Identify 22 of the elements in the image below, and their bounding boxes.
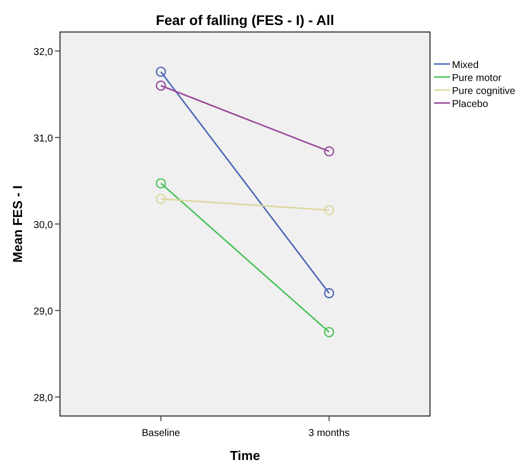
point [324,288,334,298]
point [156,194,166,204]
y-tick-label: 28,0 [34,392,54,404]
legend-label: Placebo [452,99,489,110]
y-axis-title: Mean FES - I [10,185,25,263]
y-tick-label: 29,0 [34,306,54,318]
y-tick-label: 30,0 [34,220,54,231]
point [324,146,334,156]
y-tick-label: 31,0 [34,134,54,145]
chart-title: Fear of falling (FES - I) - All [156,12,334,28]
legend-label: Pure motor [452,73,502,84]
point [156,66,166,77]
x-tick-label: Baseline [142,428,181,439]
x-tick-label: 3 months [308,428,350,439]
point [156,80,166,91]
legend-label: Pure cognitive [452,86,516,97]
x-axis-title: Time [230,448,260,463]
point [156,178,166,188]
point [324,326,334,338]
point [324,205,334,216]
legend-label: Mixed [452,60,479,71]
y-tick-label: 32,0 [34,47,54,58]
